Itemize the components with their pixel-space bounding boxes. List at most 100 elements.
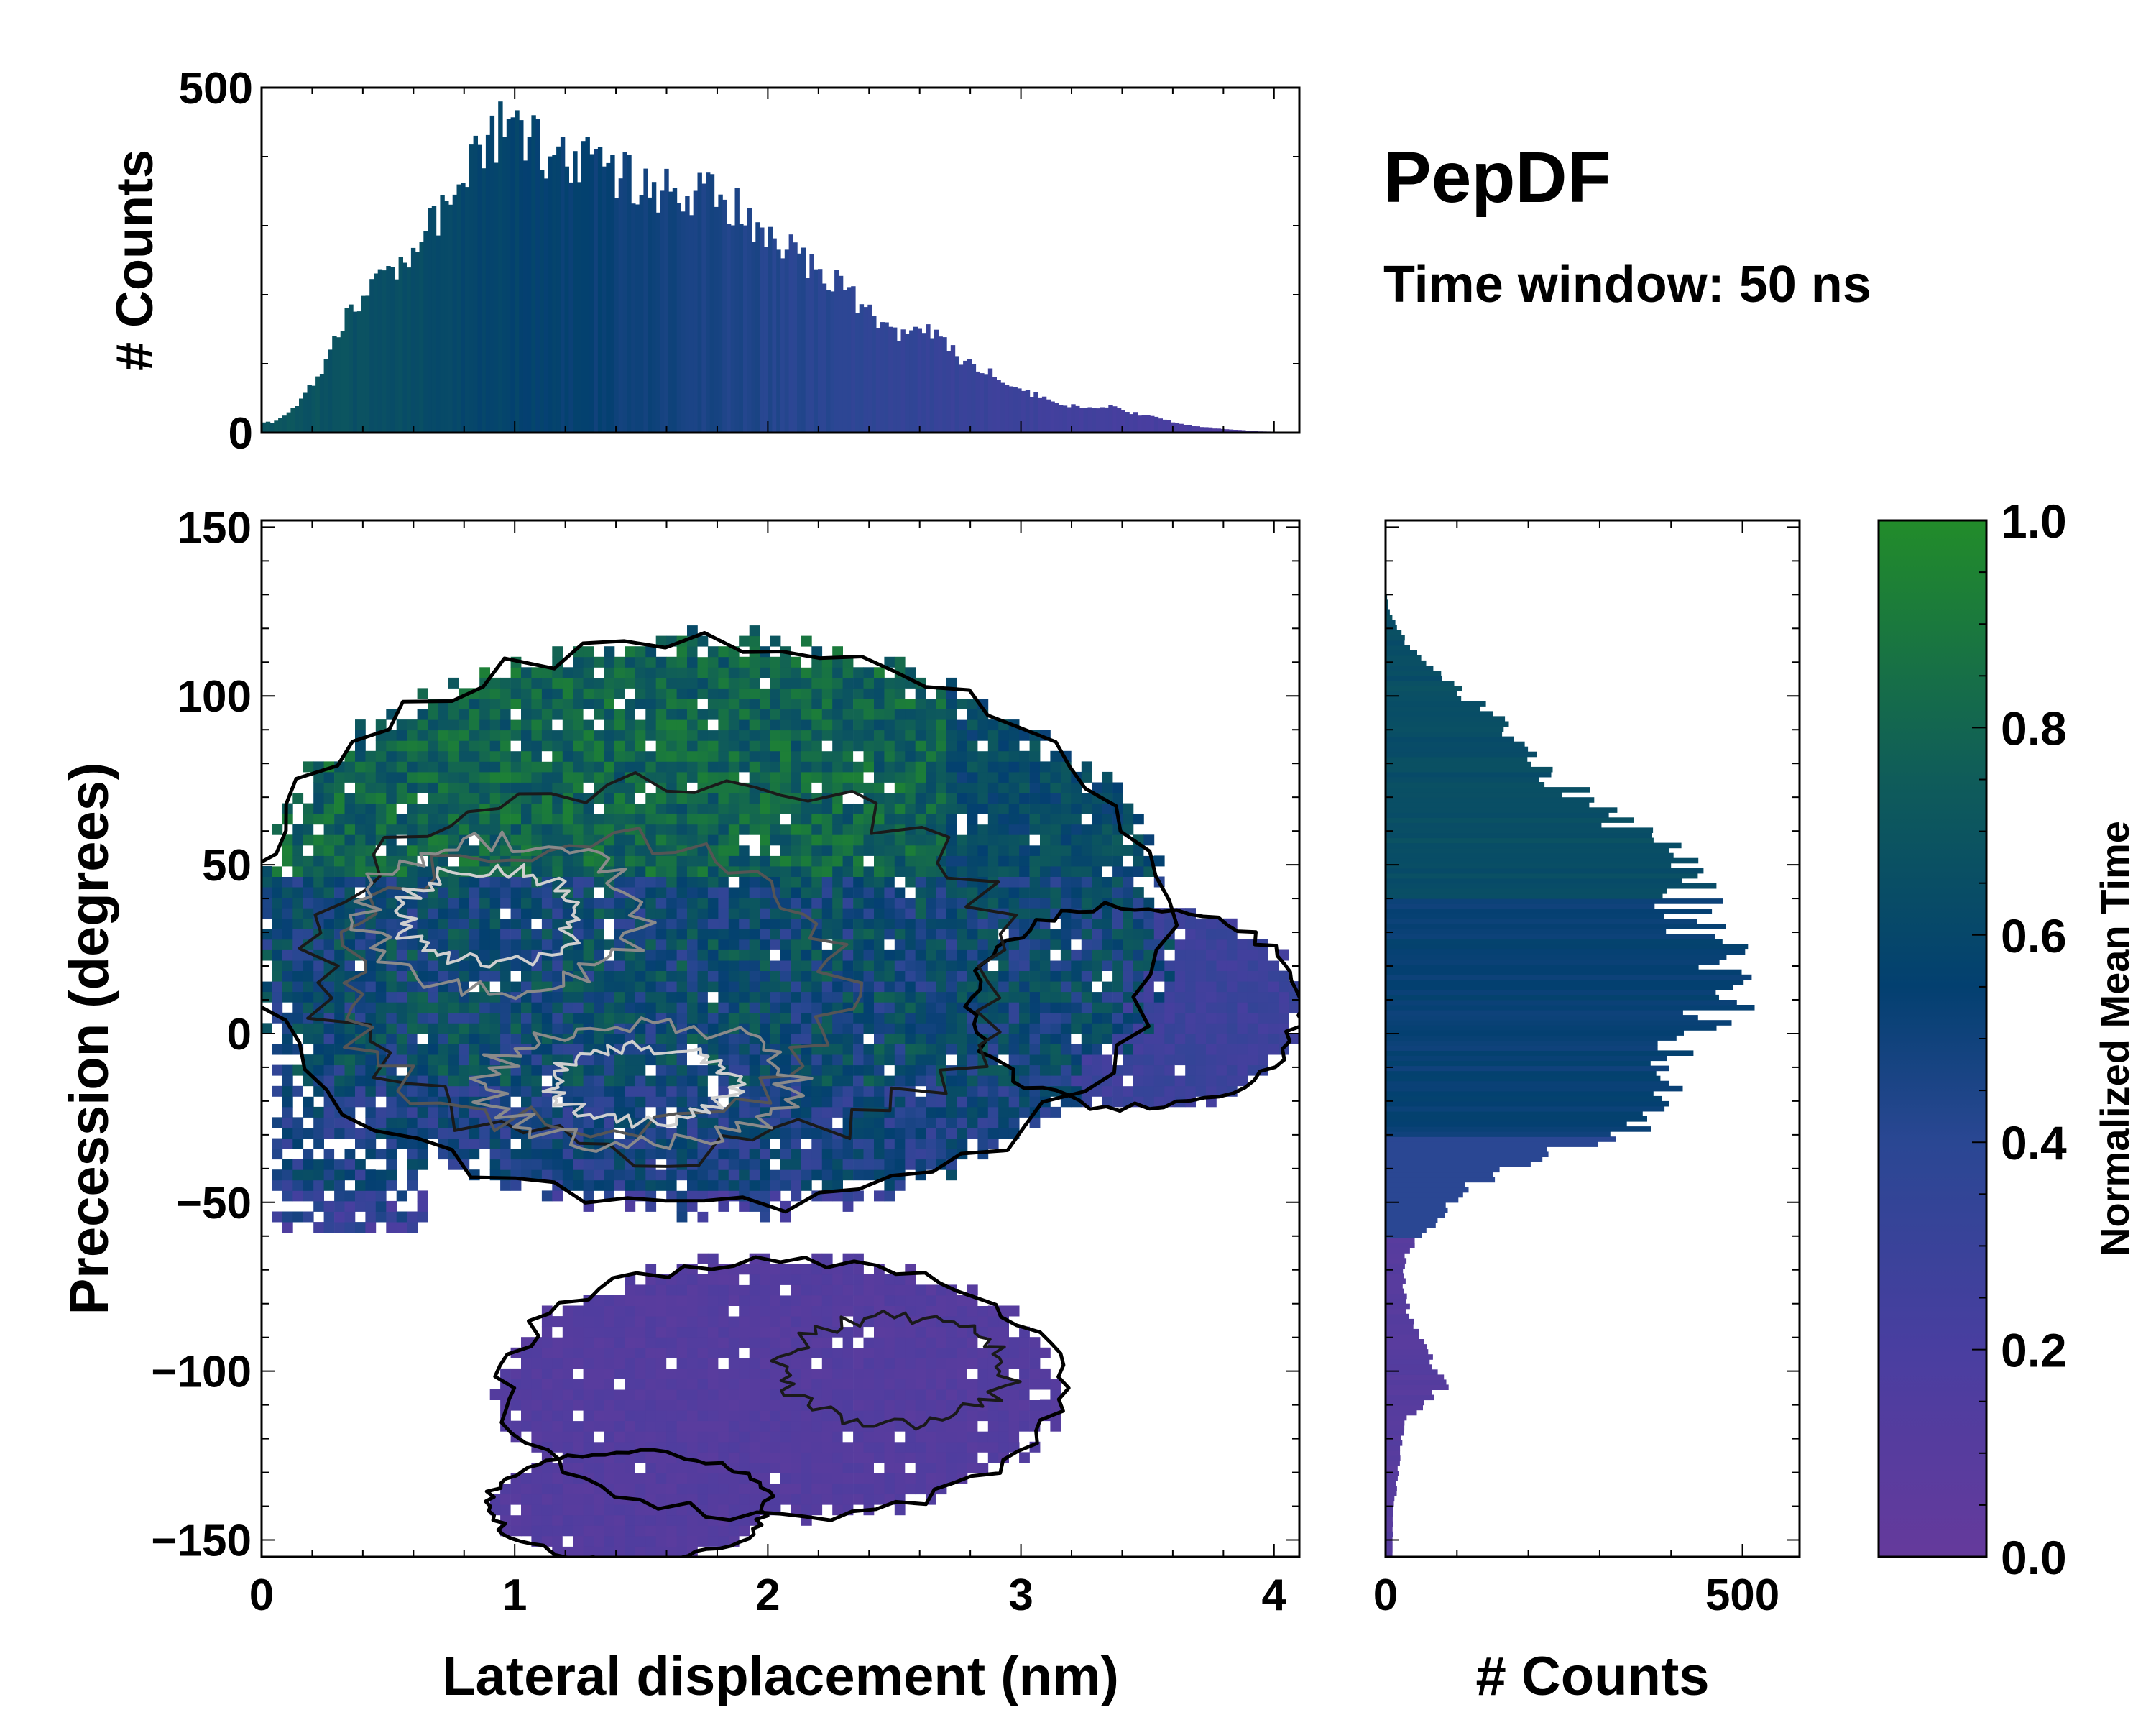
heatmap-cell bbox=[386, 897, 397, 908]
heatmap-cell bbox=[417, 1002, 428, 1013]
top-hist-bar bbox=[905, 334, 910, 433]
heatmap-cell bbox=[853, 1044, 864, 1055]
heatmap-cell bbox=[583, 1159, 594, 1170]
heatmap-cell bbox=[894, 908, 906, 919]
heatmap-cell bbox=[1029, 1358, 1041, 1369]
heatmap-cell bbox=[780, 1441, 791, 1453]
figure-subtitle: Time window: 50 ns bbox=[1383, 256, 1871, 313]
heatmap-cell bbox=[676, 1117, 688, 1128]
heatmap-cell bbox=[645, 1484, 657, 1495]
heatmap-cell bbox=[645, 1149, 657, 1160]
heatmap-cell bbox=[489, 970, 501, 982]
heatmap-cell bbox=[915, 1473, 926, 1484]
heatmap-cell bbox=[884, 929, 895, 940]
heatmap-cell bbox=[987, 803, 999, 814]
heatmap-cell bbox=[655, 730, 667, 741]
heatmap-cell bbox=[707, 897, 719, 908]
heatmap-cell bbox=[1019, 1054, 1030, 1066]
heatmap-cell bbox=[552, 1023, 563, 1034]
heatmap-cell bbox=[407, 730, 418, 741]
heatmap-cell bbox=[853, 761, 864, 773]
heatmap-cell bbox=[894, 1379, 906, 1390]
heatmap-cell bbox=[915, 1337, 926, 1348]
heatmap-cell bbox=[967, 1347, 978, 1358]
top-hist-bar bbox=[664, 168, 669, 433]
heatmap-cell bbox=[1008, 1054, 1020, 1066]
heatmap-cell bbox=[469, 1002, 480, 1013]
heatmap-cell bbox=[707, 1284, 719, 1296]
heatmap-cell bbox=[739, 814, 750, 825]
heatmap-cell bbox=[469, 730, 480, 741]
heatmap-cell bbox=[770, 1431, 781, 1443]
heatmap-cell bbox=[718, 1410, 729, 1422]
heatmap-cell bbox=[479, 824, 490, 835]
top-hist-bar bbox=[1199, 427, 1204, 433]
heatmap-cell bbox=[884, 814, 895, 825]
heatmap-cell bbox=[687, 750, 698, 762]
heatmap-cell bbox=[863, 1044, 875, 1055]
top-hist-bar bbox=[838, 275, 844, 433]
heatmap-cell bbox=[573, 939, 584, 950]
heatmap-cell bbox=[438, 782, 449, 794]
heatmap-cell bbox=[676, 897, 688, 908]
heatmap-cell bbox=[635, 1379, 646, 1390]
heatmap-cell bbox=[428, 782, 438, 794]
heatmap-cell bbox=[987, 1064, 999, 1076]
heatmap-cell bbox=[438, 1012, 449, 1024]
heatmap-cell bbox=[459, 782, 470, 794]
heatmap-cell bbox=[987, 1316, 999, 1328]
heatmap-cell bbox=[282, 1138, 293, 1149]
heatmap-cell bbox=[697, 1284, 709, 1296]
heatmap-cell bbox=[905, 1410, 916, 1422]
heatmap-cell bbox=[697, 1274, 709, 1285]
heatmap-cell bbox=[770, 981, 781, 993]
heatmap-cell bbox=[791, 1169, 802, 1181]
heatmap-cell bbox=[863, 981, 875, 993]
heatmap-cell bbox=[614, 699, 625, 709]
heatmap-cell bbox=[697, 845, 709, 856]
heatmap-cell bbox=[770, 1316, 781, 1328]
heatmap-cell bbox=[666, 688, 677, 699]
heatmap-cell bbox=[967, 782, 978, 794]
heatmap-cell bbox=[821, 1368, 833, 1379]
heatmap-cell bbox=[801, 1064, 812, 1076]
heatmap-cell bbox=[594, 1535, 604, 1547]
heatmap-cell bbox=[365, 1169, 377, 1181]
heatmap-cell bbox=[853, 866, 864, 877]
heatmap-cell bbox=[687, 1316, 698, 1328]
heatmap-cell bbox=[552, 1358, 563, 1369]
top-hist-bar bbox=[522, 160, 528, 433]
top-hist-bar bbox=[1233, 430, 1238, 433]
heatmap-cell bbox=[417, 1190, 428, 1202]
heatmap-cell bbox=[541, 688, 553, 699]
heatmap-cell bbox=[770, 709, 781, 720]
heatmap-cell bbox=[811, 876, 823, 888]
heatmap-cell bbox=[583, 949, 594, 961]
heatmap-cell bbox=[1019, 1075, 1030, 1087]
heatmap-cell bbox=[739, 1463, 750, 1473]
heatmap-cell bbox=[541, 1514, 553, 1526]
heatmap-cell bbox=[396, 1211, 407, 1223]
heatmap-cell bbox=[1008, 1023, 1020, 1034]
heatmap-cell bbox=[894, 1064, 906, 1076]
heatmap-cell bbox=[334, 824, 345, 835]
heatmap-cell bbox=[479, 1012, 490, 1024]
heatmap-cell bbox=[905, 845, 916, 856]
heatmap-cell bbox=[541, 1044, 553, 1055]
heatmap-cell bbox=[355, 981, 366, 993]
heatmap-cell bbox=[655, 1002, 667, 1013]
heatmap-cell bbox=[936, 730, 947, 741]
heatmap-cell bbox=[821, 855, 833, 867]
heatmap-cell bbox=[438, 1106, 449, 1118]
heatmap-cell bbox=[604, 1159, 615, 1170]
heatmap-cell bbox=[417, 991, 428, 1003]
heatmap-cell bbox=[604, 1379, 615, 1390]
heatmap-cell bbox=[728, 1002, 740, 1013]
heatmap-cell bbox=[697, 1085, 709, 1097]
heatmap-cell bbox=[594, 887, 604, 898]
heatmap-cell bbox=[707, 1044, 719, 1055]
top-hist-bar bbox=[568, 182, 573, 433]
top-hist-bar bbox=[1162, 419, 1167, 433]
heatmap-cell bbox=[614, 1463, 625, 1473]
heatmap-cell bbox=[562, 730, 573, 741]
